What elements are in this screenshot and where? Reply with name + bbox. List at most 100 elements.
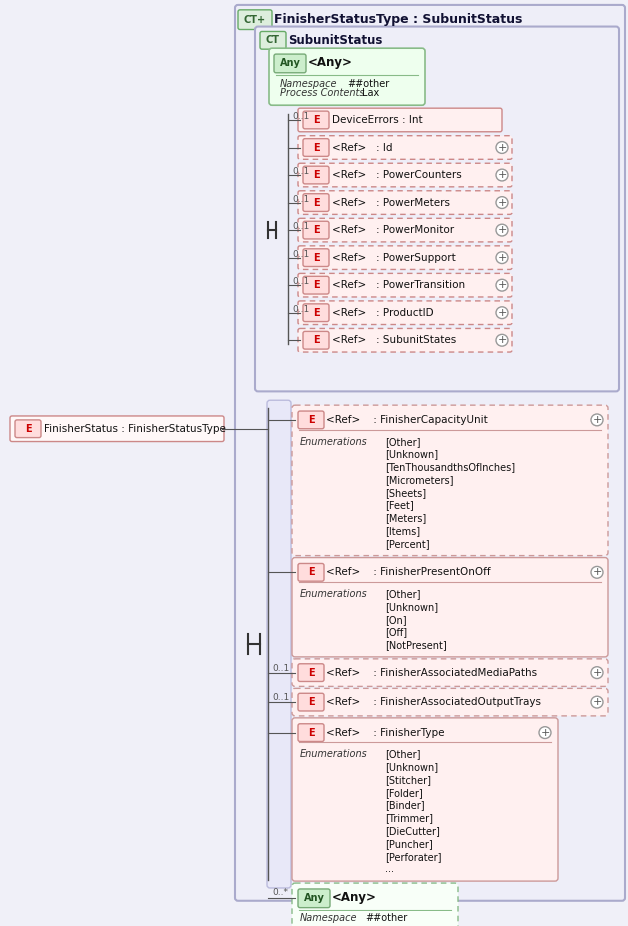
Circle shape [496,334,508,346]
Circle shape [496,142,508,154]
FancyBboxPatch shape [298,329,512,352]
Circle shape [539,727,551,739]
FancyBboxPatch shape [274,54,306,73]
FancyBboxPatch shape [298,191,512,215]
Text: [Meters]: [Meters] [385,513,426,523]
Text: ##other: ##other [347,79,389,89]
Text: 0..1: 0..1 [272,664,290,673]
Circle shape [496,252,508,264]
Text: <Ref>   : Id: <Ref> : Id [332,143,392,153]
Text: <Ref>   : PowerMeters: <Ref> : PowerMeters [332,197,450,207]
Text: +: + [497,335,507,345]
Text: +: + [497,170,507,180]
Text: <Ref>   : PowerSupport: <Ref> : PowerSupport [332,253,456,263]
Text: E: E [313,225,319,235]
Text: Enumerations: Enumerations [300,749,368,759]
Text: +: + [497,143,507,153]
Text: [Other]: [Other] [385,749,421,759]
Text: [Off]: [Off] [385,628,407,637]
Text: E: E [313,197,319,207]
Text: 0..1: 0..1 [292,277,309,286]
Text: 0..1: 0..1 [292,112,309,121]
Text: E: E [308,415,314,425]
Text: Enumerations: Enumerations [300,589,368,599]
Circle shape [496,196,508,208]
Text: E: E [24,424,31,433]
Text: E: E [308,568,314,577]
Text: <Any>: <Any> [308,56,353,69]
FancyBboxPatch shape [292,718,558,882]
FancyBboxPatch shape [292,883,458,926]
Text: Namespace: Namespace [300,913,357,923]
Text: <Ref>    : FinisherCapacityUnit: <Ref> : FinisherCapacityUnit [326,415,488,425]
Text: SubunitStatus: SubunitStatus [288,34,382,47]
FancyBboxPatch shape [303,166,329,184]
Circle shape [496,224,508,236]
Text: [TenThousandthsOfInches]: [TenThousandthsOfInches] [385,462,515,472]
Text: +: + [497,281,507,290]
Text: FinisherStatus : FinisherStatusType: FinisherStatus : FinisherStatusType [44,424,226,433]
Text: ##other: ##other [365,913,407,923]
FancyBboxPatch shape [292,659,608,686]
Text: <Ref>   : PowerMonitor: <Ref> : PowerMonitor [332,225,454,235]
FancyBboxPatch shape [298,563,324,582]
FancyBboxPatch shape [235,5,625,901]
Text: E: E [313,115,319,125]
Text: [Folder]: [Folder] [385,788,423,797]
Text: E: E [313,253,319,263]
Text: [Unknown]: [Unknown] [385,449,438,459]
FancyBboxPatch shape [267,400,291,888]
Text: <Ref>    : FinisherType: <Ref> : FinisherType [326,728,445,738]
FancyBboxPatch shape [298,889,330,907]
FancyBboxPatch shape [303,249,329,267]
Text: [Other]: [Other] [385,589,421,599]
Text: CT+: CT+ [244,15,266,25]
FancyBboxPatch shape [303,276,329,294]
Text: [NotPresent]: [NotPresent] [385,640,447,650]
Text: [Perforater]: [Perforater] [385,852,441,861]
FancyBboxPatch shape [303,111,329,129]
FancyBboxPatch shape [15,419,41,438]
Circle shape [496,307,508,319]
Text: [Sheets]: [Sheets] [385,488,426,498]
Text: FinisherStatusType : SubunitStatus: FinisherStatusType : SubunitStatus [274,13,522,26]
Text: 0..1: 0..1 [292,222,309,232]
Text: <Ref>   : SubunitStates: <Ref> : SubunitStates [332,335,457,345]
FancyBboxPatch shape [303,194,329,211]
Circle shape [591,696,603,708]
Text: E: E [313,281,319,290]
Text: <Ref>    : FinisherAssociatedOutputTrays: <Ref> : FinisherAssociatedOutputTrays [326,697,541,707]
FancyBboxPatch shape [303,139,329,156]
Circle shape [496,280,508,291]
Text: Lax: Lax [362,88,379,98]
Text: [Trimmer]: [Trimmer] [385,813,433,823]
Circle shape [591,667,603,679]
FancyBboxPatch shape [298,163,512,187]
Circle shape [496,169,508,181]
Text: [Stitcher]: [Stitcher] [385,775,431,785]
Text: [Unknown]: [Unknown] [385,602,438,612]
FancyBboxPatch shape [298,108,502,131]
Text: +: + [497,225,507,235]
Text: [Unknown]: [Unknown] [385,762,438,772]
Text: 0..1: 0..1 [292,305,309,314]
Text: +: + [497,253,507,263]
Circle shape [591,567,603,578]
Text: <Any>: <Any> [332,892,377,905]
FancyBboxPatch shape [255,27,619,392]
Text: <Ref>    : FinisherAssociatedMediaPaths: <Ref> : FinisherAssociatedMediaPaths [326,668,537,678]
Text: [Micrometers]: [Micrometers] [385,475,453,485]
FancyBboxPatch shape [298,273,512,297]
FancyBboxPatch shape [298,301,512,324]
Text: E: E [313,307,319,318]
FancyBboxPatch shape [10,416,224,442]
Text: <Ref>   : PowerCounters: <Ref> : PowerCounters [332,170,462,180]
Text: 0..1: 0..1 [292,194,309,204]
FancyBboxPatch shape [298,664,324,682]
Circle shape [591,414,603,426]
Text: [Other]: [Other] [385,437,421,446]
Text: +: + [592,568,602,577]
Text: Any: Any [279,58,300,69]
FancyBboxPatch shape [298,411,324,429]
Text: E: E [313,143,319,153]
